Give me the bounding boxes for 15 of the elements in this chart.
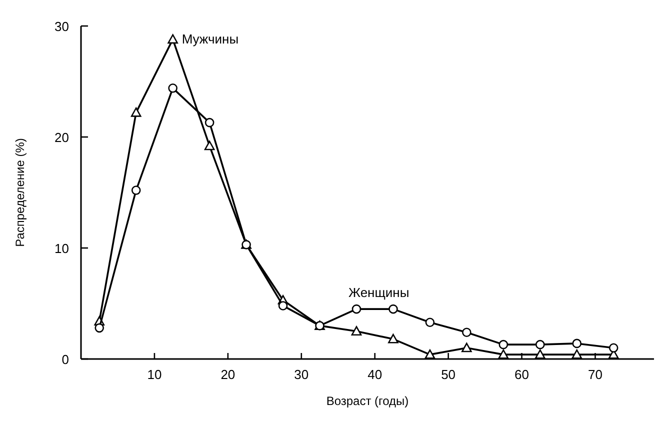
y-tick-label: 30 xyxy=(54,19,69,34)
x-tick-label: 20 xyxy=(220,367,236,382)
x-tick-label: 30 xyxy=(294,367,309,382)
x-tick-label: 50 xyxy=(441,367,456,382)
y-tick-label: 0 xyxy=(62,352,69,367)
series-label: Мужчины xyxy=(182,31,239,46)
x-tick-label: 60 xyxy=(514,367,530,382)
x-axis-title: Возраст (годы) xyxy=(326,394,409,408)
x-tick-label: 70 xyxy=(588,367,602,382)
y-tick-label: 20 xyxy=(54,130,69,145)
y-axis-title: Распределение (%) xyxy=(13,138,27,247)
x-tick-label: 40 xyxy=(368,367,382,382)
series-label: Женщины xyxy=(348,285,410,300)
y-tick-label: 10 xyxy=(54,241,69,256)
x-tick-label: 10 xyxy=(147,367,162,382)
